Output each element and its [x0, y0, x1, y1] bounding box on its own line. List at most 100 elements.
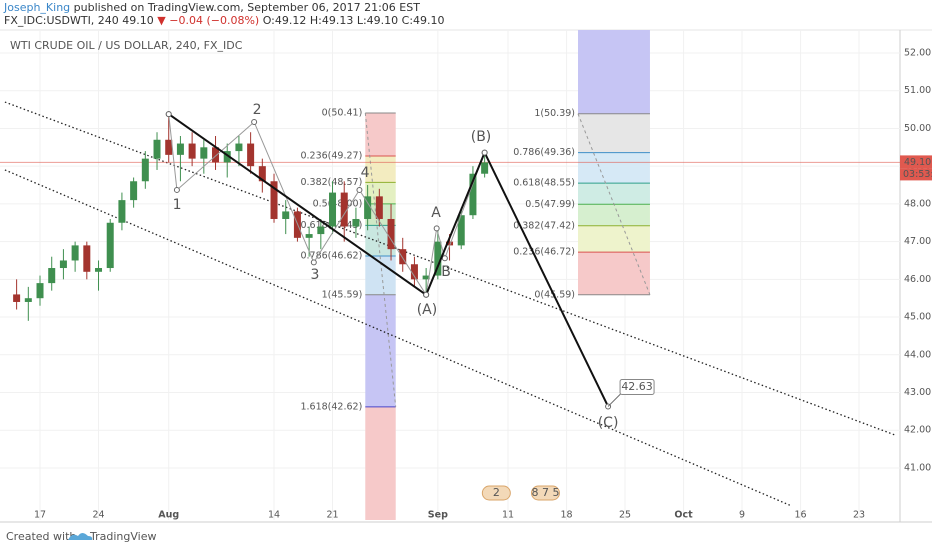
candle-body	[375, 196, 383, 219]
fib-band	[578, 225, 650, 253]
wave	[425, 152, 486, 295]
x-tick-label: 18	[560, 510, 572, 521]
candle-body	[95, 268, 103, 272]
wave-point	[173, 186, 180, 193]
candle-body	[317, 226, 325, 235]
y-tick-label: 43.00	[904, 387, 931, 398]
candle-body	[422, 275, 430, 280]
x-tick-label: Oct	[674, 510, 693, 521]
candle-body	[13, 294, 21, 302]
fib-band	[578, 30, 650, 114]
fib-label: 0.5(48.00)	[313, 198, 363, 209]
ohlc: O:49.12 H:49.13 L:49.10 C:49.10	[263, 14, 445, 27]
wave-point	[310, 259, 317, 266]
wave-label: 1	[173, 197, 182, 213]
fib-band	[578, 252, 650, 295]
candle-body	[59, 260, 67, 269]
wave-label: (C)	[598, 415, 619, 431]
event-label: 2	[493, 486, 500, 499]
candle-body	[200, 147, 208, 159]
event-label: 8 7 5	[531, 486, 559, 499]
candle-body	[270, 181, 278, 219]
candle-body	[106, 222, 114, 269]
candle-body	[469, 173, 477, 216]
y-tick-label: 51.00	[904, 85, 931, 96]
footer-created: Created with	[6, 530, 76, 543]
countdown-box	[900, 168, 932, 181]
fib-label: 0.382(48.57)	[300, 177, 362, 188]
candle-body	[364, 196, 372, 219]
trendline	[4, 101, 896, 436]
fib-label: 0.5(47.99)	[525, 199, 575, 210]
candle-body	[446, 241, 454, 246]
candle-body	[247, 143, 255, 167]
fib-band	[578, 113, 650, 153]
plot: 0(50.41) 0.236(49.27) 0.382(48.57) 0.5(48.0…	[0, 30, 900, 520]
wave-label: (B)	[471, 129, 492, 145]
fib-label: 0.236(49.27)	[300, 150, 362, 161]
candle-body	[434, 241, 442, 276]
candle-body	[188, 143, 196, 159]
wave-point	[356, 186, 363, 193]
y-tick-label: 45.00	[904, 312, 931, 323]
x-tick-label: 21	[326, 510, 338, 521]
fib-label: 0.618(48.55)	[513, 178, 575, 189]
candle-body	[24, 298, 32, 302]
callout-box	[619, 378, 655, 395]
wave-point	[165, 111, 172, 118]
x-tick-label: Sep	[428, 510, 448, 521]
wave-label: 3	[311, 267, 320, 283]
author: Joseph_King	[3, 1, 70, 14]
candle-body	[48, 268, 56, 284]
x-tick-label: 25	[619, 510, 631, 521]
candle-body	[118, 200, 126, 223]
candle-body	[141, 158, 149, 182]
y-tick-label: 52.00	[904, 48, 931, 59]
last-price-box	[900, 155, 932, 169]
candle-body	[212, 147, 220, 163]
candle-body	[410, 264, 418, 280]
fib-label: 1.618(42.62)	[300, 401, 362, 412]
y-tick-label: 46.00	[904, 274, 931, 285]
header-line-2: FX_IDC:USDWTI, 240 49.10 ▼ −0.04 (−0.08%…	[4, 14, 445, 27]
wave-point	[481, 149, 488, 156]
fib-band	[578, 152, 650, 184]
y-tick-label: 44.00	[904, 349, 931, 360]
y-tick-label: 50.00	[904, 123, 931, 134]
wave-label: 4	[361, 165, 370, 181]
fib-label: 0.786(46.62)	[300, 250, 362, 261]
x-tick-label: 11	[502, 510, 514, 521]
candle-body	[387, 218, 395, 250]
wave-label: A	[431, 205, 441, 221]
candle-body	[305, 234, 313, 238]
candle-body	[36, 283, 44, 299]
x-tick-label: 24	[92, 510, 104, 521]
fib-band	[365, 112, 396, 156]
fib-label: 0.382(47.42)	[513, 220, 575, 231]
y-tick-label: 42.00	[904, 425, 931, 436]
wave-label: B	[441, 264, 451, 280]
candle-body	[340, 192, 348, 227]
candle-body	[176, 143, 184, 155]
wave-label: (A)	[417, 302, 438, 318]
wave-label: 2	[253, 102, 262, 118]
fib-trend	[577, 113, 651, 295]
y-tick-label: 48.00	[904, 198, 931, 209]
candle-body	[235, 143, 243, 152]
fib-label: 0(50.41)	[322, 107, 363, 118]
last: 49.10	[122, 14, 154, 27]
candle-body	[165, 139, 173, 155]
change: ▼ −0.04 (−0.08%)	[157, 14, 259, 27]
x-tick-label: 16	[794, 510, 806, 521]
last-price-label: 49.10	[904, 157, 931, 168]
candle-body	[130, 181, 138, 201]
published: published on TradingView.com, September …	[74, 1, 421, 14]
event-badge	[530, 485, 560, 501]
x-tick-label: Aug	[158, 510, 179, 521]
fib-label: 0.786(49.36)	[513, 147, 575, 158]
fib-band	[578, 204, 650, 226]
candle-body	[352, 218, 360, 227]
wave-point	[441, 255, 448, 262]
candle-body	[83, 245, 91, 272]
candle-body	[153, 139, 161, 159]
